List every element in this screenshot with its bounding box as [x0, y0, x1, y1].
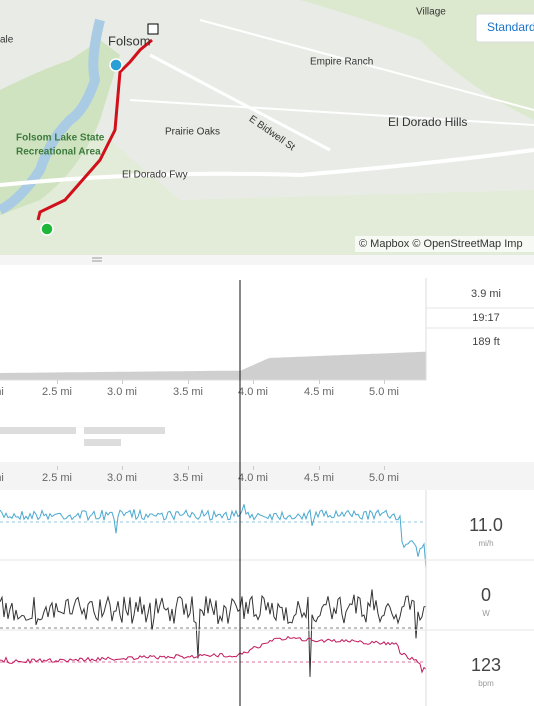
power-trace	[0, 589, 427, 677]
x-tick-label: 5.0 mi	[369, 472, 399, 484]
time-stat: 19:17	[472, 312, 500, 324]
route	[36, 38, 153, 221]
heartrate-value: 123	[471, 655, 501, 675]
stream-charts	[0, 504, 427, 677]
road	[129, 99, 534, 126]
map-style-label: Standard	[487, 20, 534, 34]
elevation-stat: 189 ft	[472, 336, 500, 348]
attribution-bg	[355, 236, 534, 252]
x-tick-label: 2.5 mi	[42, 472, 72, 484]
x-axis: mi 2.5 mi 3.0 mi 3.5 mi 4.0 mi 4.5 mi 5.0 mi	[0, 466, 399, 484]
position-marker	[109, 58, 123, 72]
map-style-button[interactable]	[475, 13, 534, 43]
road	[149, 53, 331, 152]
road	[0, 148, 534, 187]
map-label: Folsom Lake State	[16, 133, 105, 144]
map-area	[0, 132, 534, 255]
x-tick-label: 4.0 mi	[238, 386, 268, 398]
x-tick-label: 3.0 mi	[107, 386, 137, 398]
x-axis: mi 2.5 mi 3.0 mi 3.5 mi 4.0 mi 4.5 mi 5.0 mi	[0, 380, 399, 398]
x-tick-label: 4.0 mi	[238, 472, 268, 484]
map-label: Empire Ranch	[310, 57, 373, 68]
map-label: Prairie Oaks	[165, 127, 220, 138]
elevation-chart	[0, 351, 426, 380]
x-tick-label: 3.5 mi	[173, 472, 203, 484]
finish-marker	[147, 23, 159, 35]
road	[199, 19, 534, 111]
x-tick-label: 4.5 mi	[304, 386, 334, 398]
lap-bar	[84, 439, 121, 446]
x-tick-label: 2.5 mi	[42, 386, 72, 398]
lap-bar	[0, 427, 76, 434]
x-tick-label: 4.5 mi	[304, 472, 334, 484]
axis-band	[0, 462, 534, 490]
power-value: 0	[481, 585, 491, 605]
x-tick-label: 3.0 mi	[107, 472, 137, 484]
map-label: Village	[416, 7, 446, 18]
map[interactable]: ale Folsom Village Empire Ranch Prairie …	[0, 0, 534, 255]
lap-bar	[84, 427, 165, 434]
heartrate-unit: bpm	[478, 679, 494, 688]
x-tick-label: mi	[0, 472, 4, 484]
power-unit: W	[482, 609, 490, 618]
x-tick-label: 3.5 mi	[173, 386, 203, 398]
speed-value: 11.0	[469, 515, 503, 535]
map-label: Recreational Area	[16, 147, 101, 158]
map-label: El Dorado Fwy	[122, 170, 188, 181]
map-label: El Dorado Hills	[388, 115, 467, 129]
x-tick-label: 5.0 mi	[369, 386, 399, 398]
river	[0, 18, 105, 215]
map-label: Folsom	[108, 33, 151, 48]
distance-stat: 3.9 mi	[471, 288, 501, 300]
map-label: ale	[0, 35, 14, 46]
speed-unit: mi/h	[478, 539, 493, 548]
x-tick-label: mi	[0, 386, 4, 398]
speed-trace	[0, 504, 427, 569]
elevation-profile	[0, 351, 426, 380]
heartrate-trace	[0, 635, 427, 674]
start-marker	[40, 222, 54, 236]
attribution: © Mapbox © OpenStreetMap Imp	[359, 238, 523, 250]
resize-handle[interactable]	[0, 255, 534, 265]
